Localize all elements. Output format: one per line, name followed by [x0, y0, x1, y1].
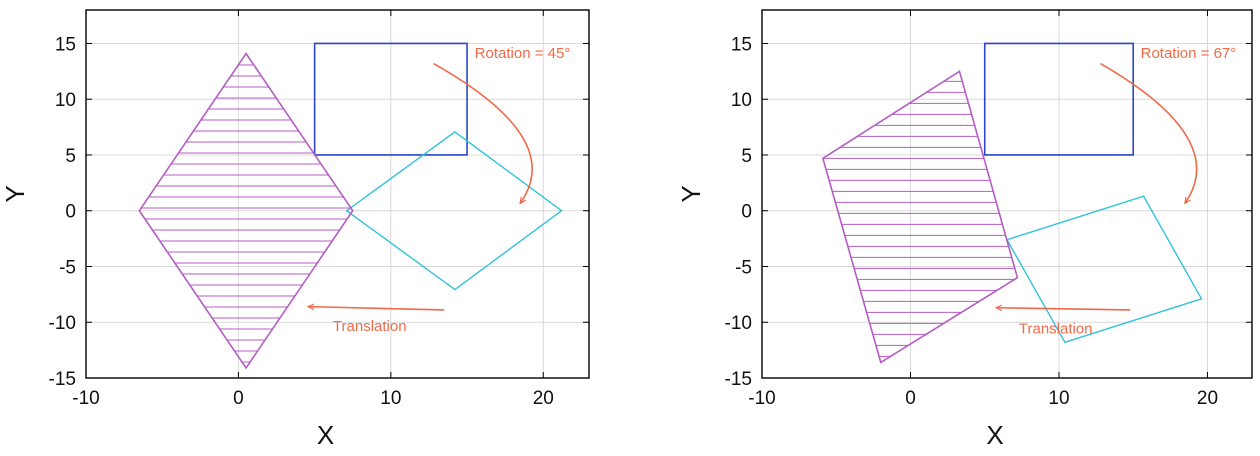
hatch-lines	[822, 80, 1015, 357]
x-axis-label: X	[986, 420, 1003, 450]
rotation-arrow	[1100, 62, 1198, 203]
y-tick-label: 10	[731, 90, 752, 111]
rotation-label: Rotation = 67°	[1141, 45, 1237, 62]
plot-panel-2: Rotation = 67°Translation-10 0 10 20-15-10-…	[676, 9, 1253, 450]
y-tick-label: -15	[725, 369, 752, 390]
y-tick-label: -10	[725, 313, 752, 334]
translation-label: Translation	[333, 318, 407, 335]
x-tick-label: 20	[533, 388, 554, 409]
x-tick-label: -10	[72, 388, 99, 409]
y-tick-label: -5	[59, 257, 76, 278]
y-tick-label: 10	[55, 90, 76, 111]
translated-shape	[821, 70, 1019, 364]
y-tick-label: 0	[741, 202, 752, 223]
plot-panel-1: Rotation = 45°Translation-10 0 10 20-15-10-…	[0, 9, 590, 450]
translation-arrow	[997, 308, 1131, 310]
y-tick-label: 15	[55, 34, 76, 55]
x-axis-label: X	[317, 420, 334, 450]
y-tick-label: -5	[735, 257, 752, 278]
translated-shape	[138, 52, 354, 370]
axes-frame	[85, 9, 590, 379]
y-tick-label: 5	[741, 146, 752, 167]
rotation-arrow	[433, 62, 533, 203]
y-tick-label: 15	[731, 34, 752, 55]
x-tick-label: 0	[233, 388, 244, 409]
x-tick-label: 10	[380, 388, 401, 409]
x-tick-label: -10	[748, 388, 775, 409]
rotated-shape	[345, 131, 563, 291]
hatch-lines	[141, 64, 351, 363]
original-rectangle	[313, 42, 468, 156]
y-tick-label: 5	[65, 146, 76, 167]
translation-arrow	[309, 307, 445, 311]
translation-label: Translation	[1019, 320, 1093, 337]
original-rectangle	[983, 42, 1135, 156]
x-tick-label: 10	[1048, 388, 1069, 409]
y-axis-label: Y	[0, 185, 30, 202]
y-axis-label: Y	[676, 185, 706, 202]
y-tick-label: -15	[49, 369, 76, 390]
rotation-label: Rotation = 45°	[475, 45, 571, 62]
x-tick-label: 0	[905, 388, 916, 409]
x-tick-label: 20	[1197, 388, 1218, 409]
rotated-shape	[1005, 195, 1203, 344]
y-tick-label: 0	[65, 202, 76, 223]
axes-frame	[761, 9, 1253, 379]
y-tick-label: -10	[49, 313, 76, 334]
